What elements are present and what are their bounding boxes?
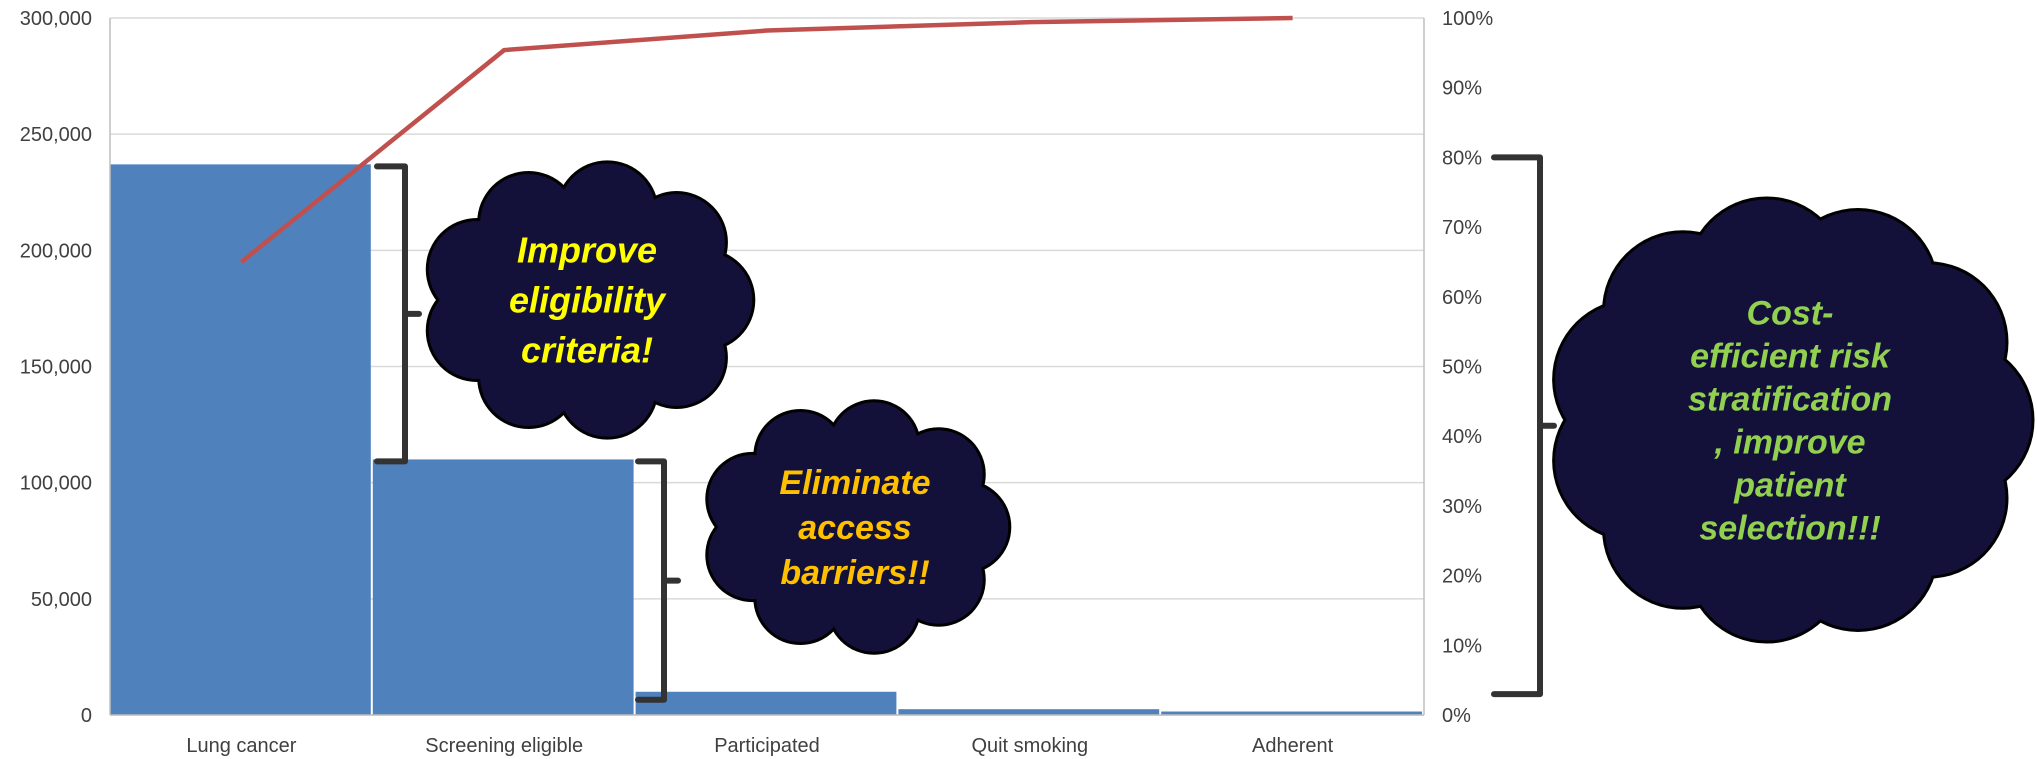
bracket-eligibility (374, 163, 422, 465)
y2-tick-label: 90% (1442, 78, 1482, 100)
brackets (374, 154, 1557, 703)
cumulative-line (239, 15, 1293, 264)
annotation-clouds: Improve eligibility criteria! Eliminate acce… (425, 160, 2035, 655)
cloud-body (736, 437, 974, 617)
y2-tick-label: 70% (1442, 217, 1482, 239)
bar (372, 459, 634, 715)
cloud-improve-eligibility: Improve eligibility criteria! (425, 160, 756, 440)
bar (898, 709, 1160, 715)
category-label: Quit smoking (971, 735, 1088, 757)
y-axis-tick-labels: 0 50,000 100,000 150,000 200,000 250,000 300,0… (20, 8, 92, 727)
annotation-text: barriers!! (780, 554, 929, 592)
bar (635, 691, 897, 715)
annotation-text: efficient risk (1690, 337, 1892, 375)
bars (110, 164, 1422, 715)
annotation-text: Eliminate (779, 464, 930, 502)
cloud-eliminate-barriers: Eliminate access barriers!! (705, 399, 1012, 655)
y2-tick-label: 30% (1442, 496, 1482, 518)
annotation-text: , improve (1713, 423, 1865, 461)
cumulative-line-path (239, 15, 1293, 264)
cloud-risk-stratification: Cost-efficient risk stratification , impro… (1552, 196, 2035, 644)
y2-tick-label: 50% (1442, 357, 1482, 379)
annotation-text: access (798, 509, 911, 547)
annotation-text: criteria! (521, 330, 653, 371)
category-label: Lung cancer (186, 735, 296, 757)
axes (109, 18, 1425, 716)
y2-tick-label: 20% (1442, 566, 1482, 588)
bar (110, 164, 371, 715)
y2-tick-label: 80% (1442, 147, 1482, 169)
y2-tick-label: 100% (1442, 8, 1493, 30)
annotation-text: Cost- (1747, 294, 1834, 332)
bracket-access (635, 458, 681, 703)
annotation-text: selection!!! (1699, 509, 1880, 547)
annotation-text: stratification (1688, 380, 1892, 418)
category-labels: Lung cancer Screening eligible Participate… (186, 735, 1333, 757)
y-tick-label: 100,000 (20, 473, 92, 495)
y2-tick-label: 40% (1442, 426, 1482, 448)
annotation-text: Improve (517, 230, 657, 271)
y2-tick-label: 0% (1442, 705, 1471, 727)
y-tick-label: 50,000 (31, 589, 92, 611)
category-label: Adherent (1252, 735, 1334, 757)
category-label: Screening eligible (425, 735, 583, 757)
y-tick-label: 250,000 (20, 124, 92, 146)
y2-tick-label: 10% (1442, 635, 1482, 657)
y2-tick-label: 60% (1442, 287, 1482, 309)
bar (1161, 711, 1422, 715)
secondary-y-axis-tick-labels: 0% 10% 20% 30% 40% 50% 60% 70% 80% 90% 100% (1442, 8, 1493, 727)
annotation-text: patient (1733, 466, 1847, 504)
category-label: Participated (714, 735, 820, 757)
y-tick-label: 200,000 (20, 240, 92, 262)
bracket-risk-stratification (1491, 154, 1557, 698)
y-tick-label: 300,000 (20, 8, 92, 30)
annotation-text: eligibility (509, 280, 667, 321)
cloud-body (459, 202, 715, 398)
cloud-body (1611, 262, 1969, 578)
y-tick-label: 150,000 (20, 357, 92, 379)
y-tick-label: 0 (81, 705, 92, 727)
